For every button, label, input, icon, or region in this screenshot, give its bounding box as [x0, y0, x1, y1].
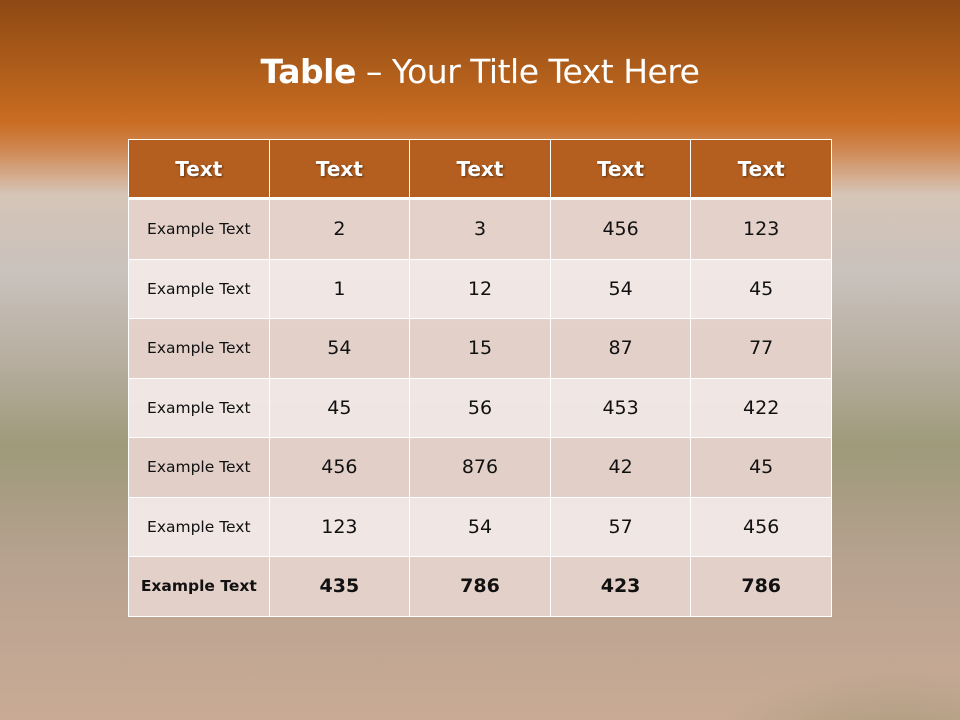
row-label-cell: Example Text — [128, 258, 270, 319]
table-row: Example Text 2 3 456 123 — [128, 198, 832, 260]
value-cell: 87 — [549, 318, 692, 379]
value-cell: 77 — [690, 318, 832, 379]
value-cell: 45 — [268, 377, 411, 438]
value-cell: 3 — [409, 198, 551, 260]
slide-title: Table – Your Title Text Here — [0, 52, 960, 91]
value-cell: 54 — [549, 258, 692, 319]
title-bold: Table — [260, 52, 357, 91]
row-label-cell: Example Text — [128, 496, 270, 557]
value-cell: 56 — [409, 377, 551, 438]
row-label-cell: Example Text — [128, 198, 270, 260]
value-cell: 12 — [409, 258, 551, 319]
value-cell: 456 — [549, 198, 692, 260]
value-cell: 123 — [268, 496, 411, 557]
row-label-cell: Example Text — [128, 437, 270, 498]
value-cell: 123 — [690, 198, 832, 260]
table-row: Example Text 456 876 42 45 — [128, 437, 832, 498]
value-cell: 453 — [549, 377, 692, 438]
table-row: Example Text 54 15 87 77 — [128, 318, 832, 379]
header-cell: Text — [268, 139, 411, 200]
value-cell: 456 — [690, 496, 832, 557]
value-cell: 45 — [690, 258, 832, 319]
value-cell: 435 — [268, 556, 411, 617]
table-row: Example Text 435 786 423 786 — [128, 556, 832, 617]
value-cell: 54 — [409, 496, 551, 557]
header-cell: Text — [690, 139, 832, 200]
row-label-cell: Example Text — [128, 318, 270, 379]
value-cell: 786 — [690, 556, 832, 617]
header-cell: Text — [549, 139, 692, 200]
row-label-cell: Example Text — [128, 377, 270, 438]
header-cell: Text — [128, 139, 270, 200]
value-cell: 422 — [690, 377, 832, 438]
header-row: Text Text Text Text Text — [128, 139, 832, 200]
value-cell: 57 — [549, 496, 692, 557]
value-cell: 876 — [409, 437, 551, 498]
header-cell: Text — [409, 139, 551, 200]
title-rest: – Your Title Text Here — [355, 52, 700, 91]
row-label-cell: Example Text — [128, 556, 270, 617]
value-cell: 423 — [549, 556, 692, 617]
value-cell: 54 — [268, 318, 411, 379]
table-row: Example Text 1 12 54 45 — [128, 258, 832, 319]
value-cell: 42 — [549, 437, 692, 498]
value-cell: 45 — [690, 437, 832, 498]
data-table: Text Text Text Text Text Example Text 2 3 4… — [128, 139, 832, 617]
value-cell: 456 — [268, 437, 411, 498]
value-cell: 15 — [409, 318, 551, 379]
value-cell: 786 — [409, 556, 551, 617]
value-cell: 2 — [268, 198, 411, 260]
table-row: Example Text 123 54 57 456 — [128, 496, 832, 557]
table-row: Example Text 45 56 453 422 — [128, 377, 832, 438]
value-cell: 1 — [268, 258, 411, 319]
